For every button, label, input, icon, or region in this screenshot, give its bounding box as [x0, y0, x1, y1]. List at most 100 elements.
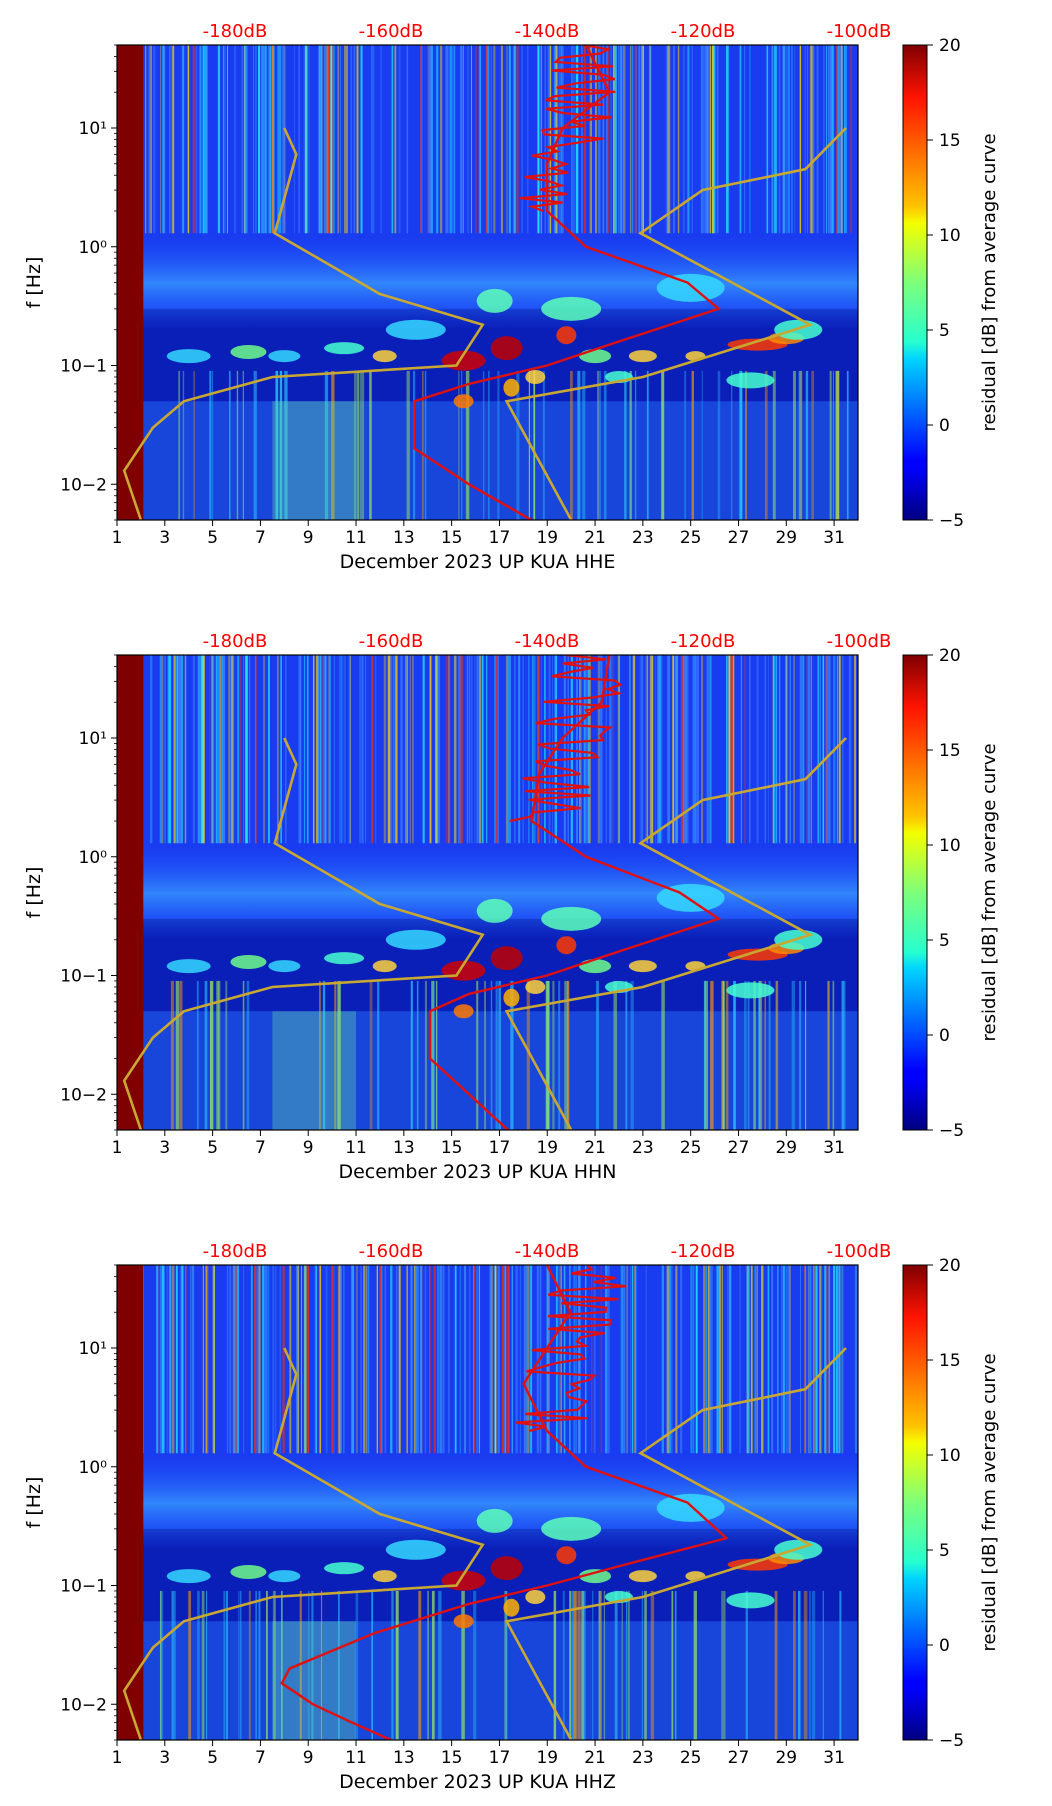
colorbar-label: residual [dB] from average curve: [979, 133, 1000, 431]
microseism-blob: [453, 394, 474, 409]
x-tick-label: 5: [207, 528, 218, 548]
colorbar: [902, 44, 928, 521]
microseism-band: [117, 847, 858, 940]
colorbar-tick-label: 5: [939, 1541, 950, 1561]
colorbar-tick-label: 10: [939, 836, 961, 856]
y-axis-label: f [Hz]: [23, 257, 45, 309]
x-tick-label: 11: [345, 1138, 367, 1158]
spectrogram-panel-2: 1 3 5 7 9 11 13 15 17 19 21 23 25 27 29 3110−210−110⁰10…: [23, 631, 1000, 1183]
top-db-label: -180dB: [203, 631, 268, 652]
top-db-label: -120dB: [671, 631, 736, 652]
microseism-blob: [490, 1556, 523, 1581]
median-psd-jagged: [519, 45, 616, 213]
microseism-blob: [579, 1569, 612, 1584]
colorbar-label: residual [dB] from average curve: [979, 1353, 1000, 1651]
x-tick-label: 1: [112, 528, 123, 548]
x-tick-label: 21: [584, 1138, 606, 1158]
microseism-blob: [385, 319, 446, 340]
x-tick-label: 5: [207, 1138, 218, 1158]
x-tick-label: 29: [775, 528, 797, 548]
top-db-label: -100dB: [827, 1241, 892, 1262]
y-tick-label: 10−1: [60, 967, 107, 987]
x-tick-label: 17: [489, 1138, 511, 1158]
median-psd-jagged: [509, 655, 623, 823]
colorbar: [902, 654, 928, 1131]
colorbar-tick-label: 10: [939, 1446, 961, 1466]
microseism-blob: [556, 1546, 577, 1565]
x-tick-label: 23: [632, 1748, 654, 1768]
colorbar-tick-label: 15: [939, 1351, 961, 1371]
y-tick-label: 10−2: [60, 1085, 107, 1105]
microseism-blob: [541, 1516, 602, 1541]
x-tick-label: 15: [441, 1748, 463, 1768]
colorbar-tick-label: 0: [939, 416, 950, 436]
x-tick-label: 7: [255, 1748, 266, 1768]
x-tick-label: 25: [680, 1748, 702, 1768]
low-noise-model-line: [122, 737, 485, 1130]
colorbar: [902, 1264, 928, 1741]
microseism-blob: [490, 336, 523, 361]
saturated-strip: [117, 1265, 144, 1740]
microseism-band: [117, 1457, 858, 1550]
high-noise-model-line: [504, 1347, 847, 1740]
x-axis-label: December 2023 UP KUA HHE: [340, 551, 616, 573]
x-tick-label: 3: [159, 1138, 170, 1158]
median-psd-curve: [413, 45, 722, 520]
spectrogram-image: [117, 655, 858, 1130]
x-tick-label: 1: [112, 1138, 123, 1158]
microseism-blob: [656, 273, 725, 302]
x-tick-label: 5: [207, 1748, 218, 1768]
microseism-blob: [166, 349, 211, 364]
y-tick-label: 10⁰: [79, 238, 108, 258]
top-db-label: -160dB: [359, 631, 424, 652]
x-tick-label: 9: [303, 528, 314, 548]
microseism-band: [117, 237, 858, 330]
microseism-blob: [628, 1570, 657, 1583]
y-tick-label: 10−2: [60, 475, 107, 495]
spectrogram-panel-3: 1 3 5 7 9 11 13 15 17 19 21 23 25 27 29 3110−210−110⁰10…: [23, 1241, 1000, 1793]
colorbar-tick-label: 0: [939, 1636, 950, 1656]
median-psd-jagged: [516, 1265, 627, 1433]
microseism-blob: [385, 1539, 446, 1560]
x-tick-label: 19: [536, 1748, 558, 1768]
microseism-blob: [556, 936, 577, 955]
colorbar-tick-label: 15: [939, 131, 961, 151]
microseism-blob: [541, 906, 602, 931]
colorbar-tick-label: 5: [939, 321, 950, 341]
y-tick-label: 10−1: [60, 357, 107, 377]
microseism-blob: [385, 929, 446, 950]
microseism-blob: [453, 1004, 474, 1019]
x-tick-label: 7: [255, 528, 266, 548]
y-tick-label: 10⁰: [79, 848, 108, 868]
x-tick-label: 31: [823, 1138, 845, 1158]
colorbar-label: residual [dB] from average curve: [979, 743, 1000, 1041]
microseism-blob: [166, 959, 211, 974]
microseism-blob: [503, 1598, 520, 1617]
x-tick-label: 17: [489, 528, 511, 548]
x-tick-label: 31: [823, 1748, 845, 1768]
high-noise-model-line: [504, 127, 847, 520]
colorbar-tick-label: −5: [939, 1121, 964, 1141]
x-tick-label: 29: [775, 1748, 797, 1768]
microseism-blob: [324, 342, 365, 355]
microseism-blob: [726, 982, 775, 999]
colorbar-tick-label: 5: [939, 931, 950, 951]
saturated-strip: [117, 655, 144, 1130]
microseism-blob: [268, 350, 301, 363]
microseism-blob: [579, 349, 612, 364]
microseism-blob: [726, 1592, 775, 1609]
x-tick-label: 13: [393, 1748, 415, 1768]
top-db-label: -120dB: [671, 1241, 736, 1262]
x-tick-label: 21: [584, 1748, 606, 1768]
microseism-blob: [324, 1562, 365, 1575]
top-db-label: -140dB: [515, 631, 580, 652]
microseism-blob: [656, 1493, 725, 1522]
microseism-blob: [476, 898, 513, 923]
colorbar-tick-label: 20: [939, 36, 961, 56]
microseism-blob: [556, 326, 577, 345]
colorbar-tick-label: 10: [939, 226, 961, 246]
microseism-blob: [490, 946, 523, 971]
spectrogram-panel-1: 1 3 5 7 9 11 13 15 17 19 21 23 25 27 29 3110−210−110⁰10…: [23, 21, 1000, 573]
x-tick-label: 25: [680, 1138, 702, 1158]
